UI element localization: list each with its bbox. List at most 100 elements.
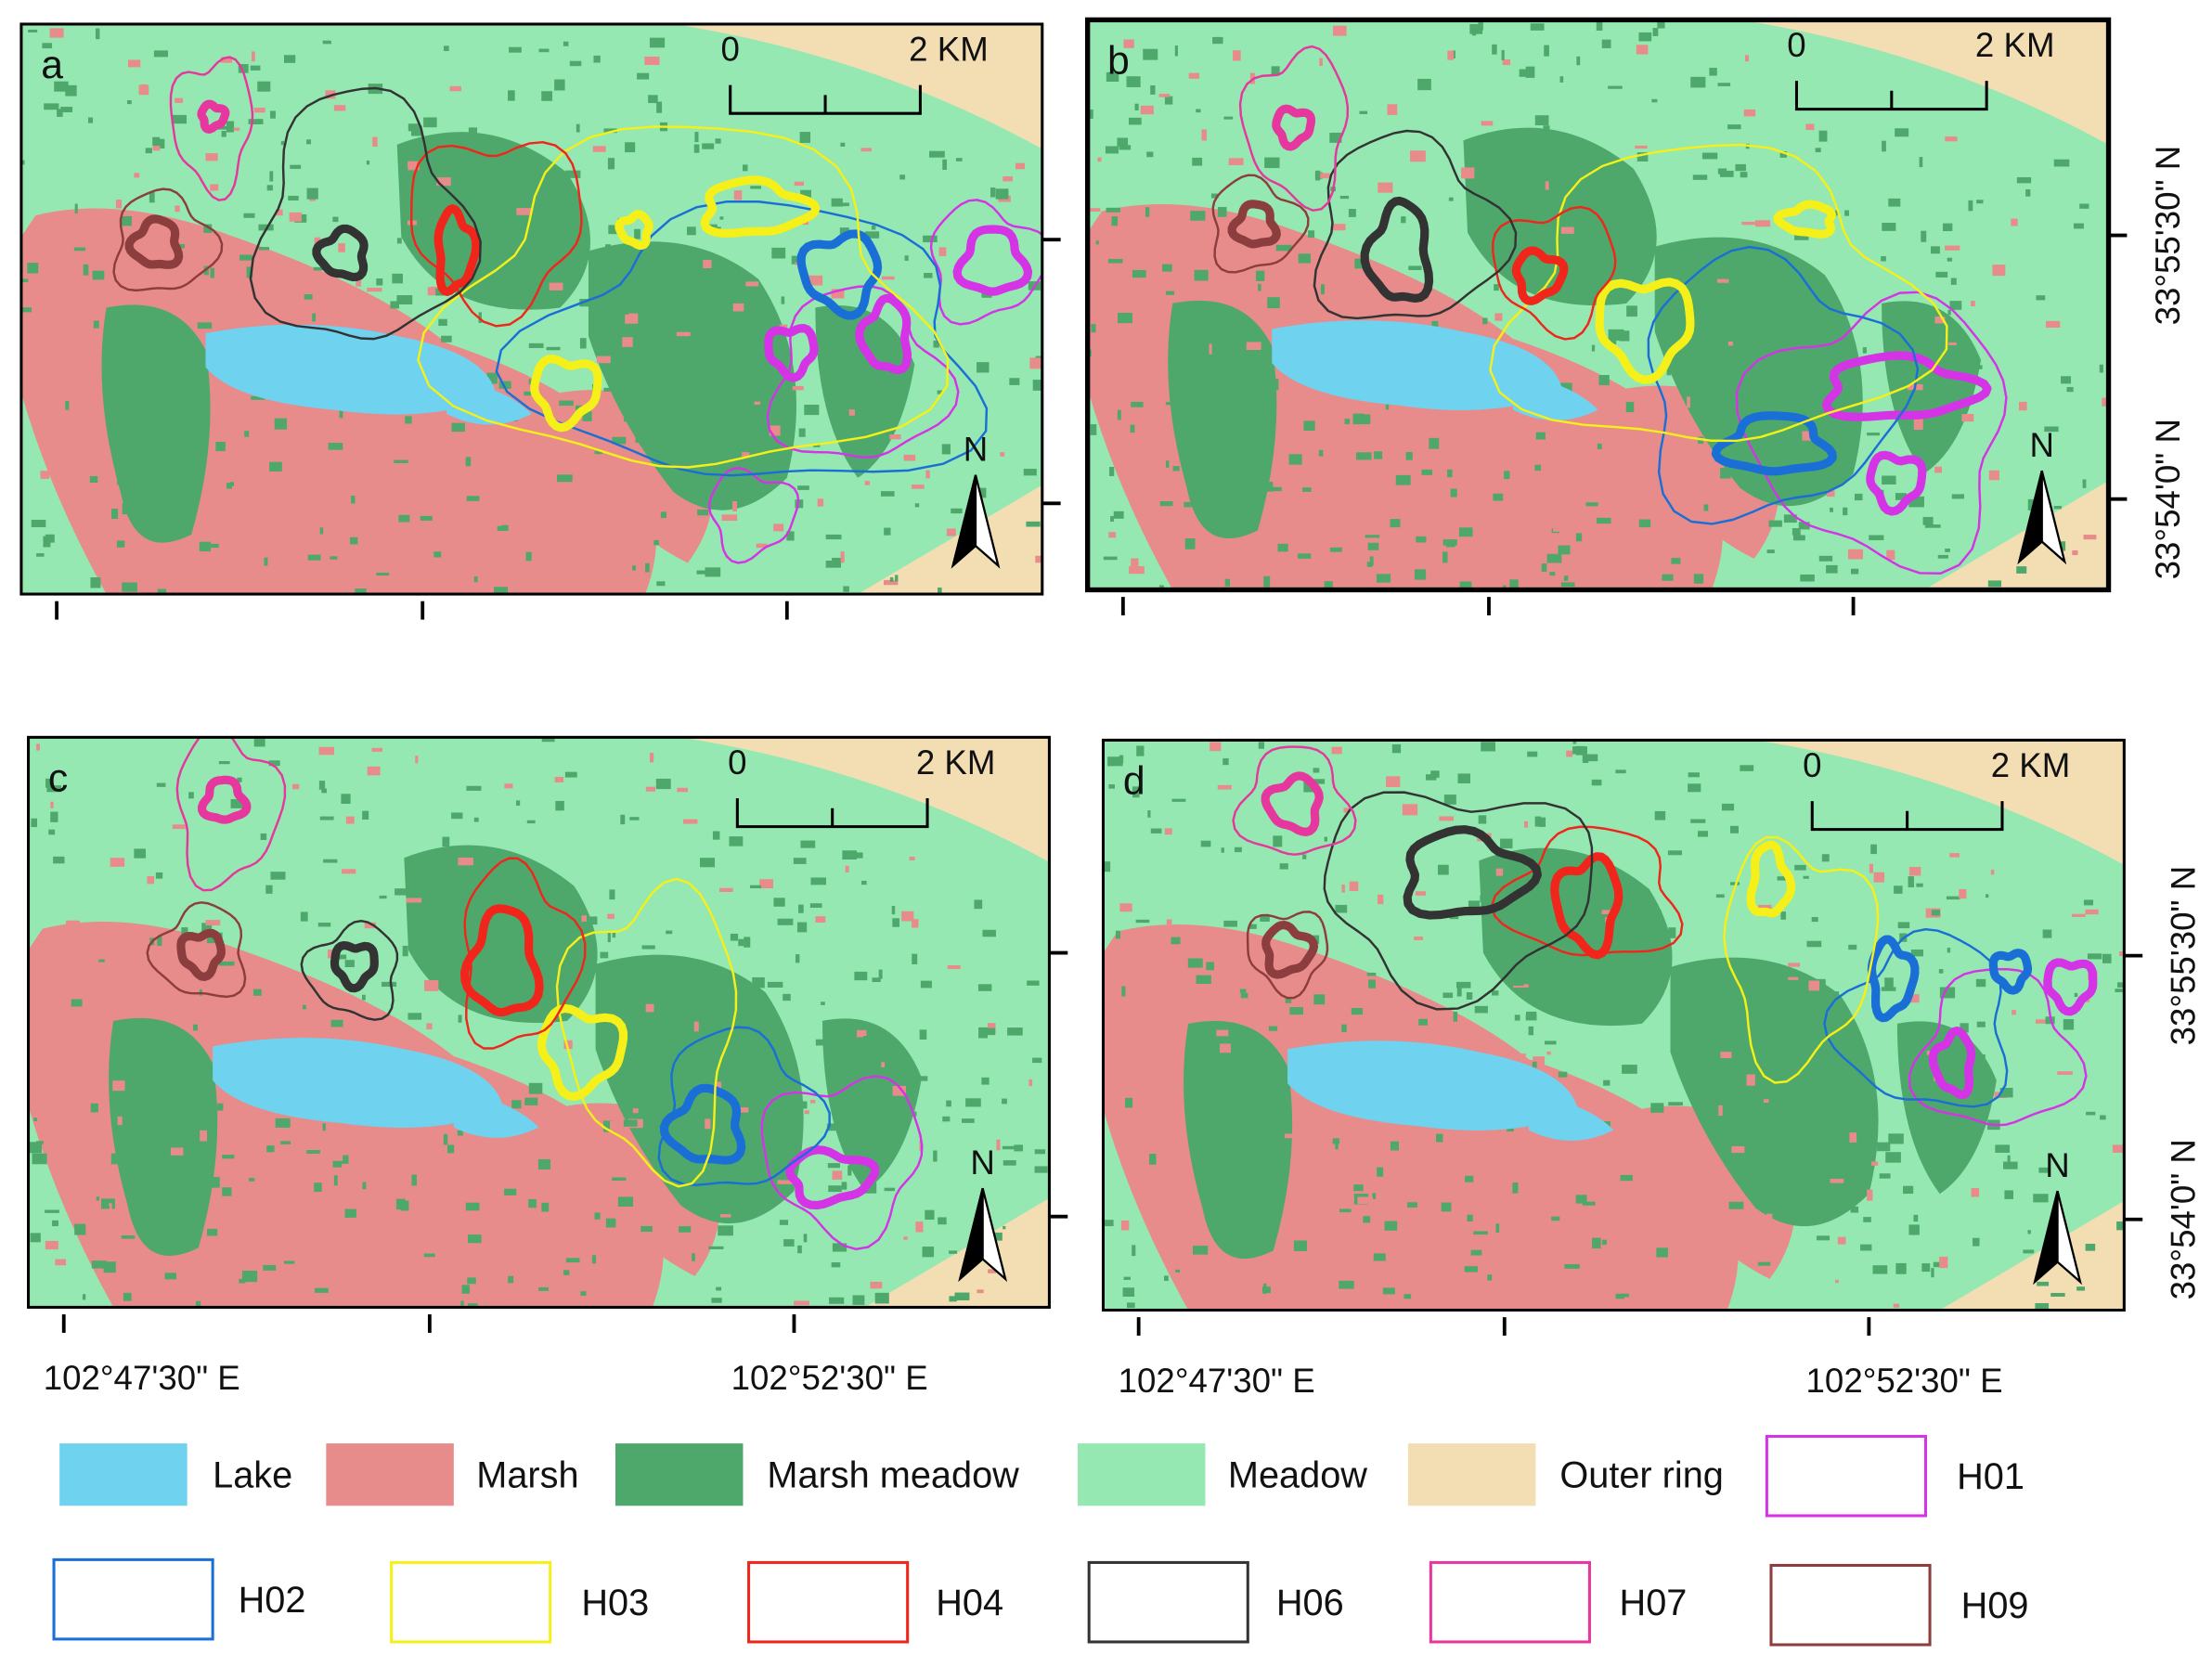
marsh-meadow-patch — [738, 938, 744, 947]
marsh-meadow-patch — [591, 1255, 597, 1264]
marsh-meadow-patch — [799, 132, 811, 143]
marsh-meadow-patch — [1500, 838, 1513, 849]
marsh-meadow-patch — [1558, 1071, 1568, 1078]
marsh-meadow-patch — [1943, 1046, 1958, 1051]
marsh-meadow-patch — [538, 1286, 550, 1291]
marsh-meadow-patch — [564, 1160, 572, 1167]
marsh-meadow-patch — [536, 273, 546, 279]
marsh-meadow-patch — [623, 412, 640, 422]
marsh-meadow-patch — [50, 801, 54, 808]
marsh-meadow-patch — [1026, 521, 1041, 527]
marsh-meadow-patch — [1131, 401, 1144, 407]
marsh-meadow-patch — [2086, 1111, 2096, 1116]
marsh-meadow-patch — [248, 119, 264, 124]
marsh-meadow-patch — [351, 496, 356, 504]
marsh-meadow-patch — [1501, 49, 1505, 60]
marsh-meadow-patch — [2074, 992, 2078, 998]
marsh-meadow-patch — [593, 55, 601, 63]
marsh-meadow-patch — [1881, 987, 1896, 991]
marsh-meadow-patch — [1823, 991, 1839, 995]
marsh-meadow-patch — [1534, 115, 1549, 126]
marsh-meadow-patch — [57, 109, 63, 117]
marsh-meadow-patch — [705, 1118, 711, 1130]
marsh-meadow-patch — [1625, 402, 1635, 413]
marsh-meadow-patch — [549, 282, 563, 291]
marsh-meadow-patch — [1223, 920, 1237, 927]
marsh-meadow-patch — [1308, 230, 1315, 239]
marsh-meadow-patch — [268, 760, 280, 767]
marsh-meadow-patch — [1014, 1144, 1024, 1152]
marsh-meadow-patch — [1027, 980, 1040, 986]
marsh-meadow-patch — [694, 132, 699, 143]
north-arrow — [981, 1187, 1008, 1283]
marsh-meadow-patch — [756, 543, 768, 549]
panel-label: d — [1123, 758, 1145, 803]
home-range-contour — [766, 285, 960, 459]
marsh-meadow-patch — [700, 858, 716, 868]
marsh-meadow-patch — [648, 1109, 656, 1114]
outer-ring — [1755, 740, 2125, 865]
longitude-label: 102°47'30" E — [44, 1359, 240, 1397]
marsh-meadow-patch — [1747, 278, 1752, 286]
marsh-meadow-patch — [90, 1103, 98, 1113]
home-range-contour — [952, 225, 1033, 296]
marsh-meadow-patch — [538, 951, 548, 959]
marsh-meadow-patch — [60, 107, 73, 112]
marsh-meadow-patch — [1635, 145, 1648, 149]
scale-bar — [1810, 801, 2004, 832]
marsh-meadow-patch — [874, 1292, 889, 1304]
marsh-meadow-patch — [607, 913, 614, 920]
marsh-meadow-patch — [1032, 1057, 1042, 1064]
marsh-meadow-patch — [1466, 992, 1473, 1000]
marsh-meadow-patch — [771, 247, 786, 259]
marsh-meadow-patch — [330, 1019, 343, 1027]
marsh-meadow-patch — [656, 581, 666, 587]
marsh-meadow-patch — [1445, 543, 1455, 548]
marsh-meadow-patch — [912, 485, 925, 489]
marsh-meadow-patch — [1128, 117, 1142, 125]
marsh-meadow-patch — [1029, 357, 1042, 369]
home-range-contour — [1988, 949, 2033, 995]
marsh-meadow-patch — [172, 824, 186, 830]
marsh-meadow-patch — [2042, 929, 2052, 938]
marsh-meadow-patch — [1313, 768, 1320, 773]
marsh-meadow-patch — [2066, 387, 2074, 393]
marsh-meadow-patch — [1190, 211, 1206, 221]
marsh-meadow-patch — [1442, 992, 1454, 999]
marsh-meadow-patch — [1514, 1014, 1520, 1021]
marsh-meadow-patch — [1258, 283, 1261, 291]
marsh-meadow-patch — [767, 981, 783, 988]
marsh-meadow-patch — [1421, 469, 1433, 475]
marsh-meadow-patch — [903, 454, 916, 461]
marsh-meadow-patch — [546, 346, 561, 351]
marsh-meadow-patch — [1652, 28, 1659, 36]
marsh-meadow-patch — [889, 434, 901, 440]
marsh-meadow-patch — [422, 442, 431, 452]
marsh-meadow-patch — [1164, 828, 1172, 835]
marsh-meadow-patch — [364, 922, 376, 929]
marsh-meadow-patch — [1961, 414, 1974, 422]
marsh-meadow-patch — [468, 127, 478, 138]
marsh-meadow-patch — [990, 1232, 1003, 1241]
marsh-meadow-patch — [318, 746, 335, 756]
marsh-meadow-patch — [391, 473, 404, 484]
marsh-meadow-patch — [83, 264, 89, 276]
marsh-meadow-patch — [1766, 1213, 1773, 1224]
marsh-meadow-patch — [155, 872, 163, 879]
marsh-meadow-patch — [1692, 174, 1708, 180]
marsh-meadow-patch — [793, 858, 807, 864]
marsh-meadow-patch — [1165, 291, 1175, 295]
marsh-meadow-patch — [1117, 137, 1129, 147]
home-range-contour — [417, 125, 950, 469]
home-range-contour — [1595, 278, 1695, 384]
home-range-contour — [764, 324, 819, 382]
marsh-meadow-patch — [1850, 1206, 1859, 1213]
marsh-meadow-patch — [1512, 198, 1517, 201]
marsh-meadow-patch — [1532, 1061, 1537, 1068]
marsh-meadow-patch — [854, 971, 868, 981]
scale-bar — [1794, 81, 1988, 111]
marsh-meadow-patch — [35, 1141, 44, 1144]
marsh-meadow-patch — [1352, 413, 1365, 425]
marsh-meadow-patch — [1147, 810, 1151, 818]
marsh-meadow-patch — [74, 203, 78, 213]
